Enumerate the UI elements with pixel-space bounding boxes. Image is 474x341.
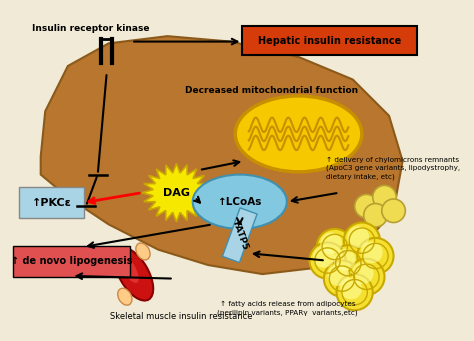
Circle shape (361, 241, 383, 263)
Text: ↑ fatty acids release from adipocytes
(perilipin variants, PPARγ  variants,etc): ↑ fatty acids release from adipocytes (p… (218, 301, 358, 316)
Circle shape (352, 262, 374, 284)
Text: Hepatic insulin resistance: Hepatic insulin resistance (258, 36, 401, 46)
Circle shape (313, 246, 335, 268)
Circle shape (340, 278, 362, 299)
Text: ↑ delivery of chylomicrons remnants
(ApoC3 gene variants, lipodystrophy,
dietary: ↑ delivery of chylomicrons remnants (Apo… (326, 157, 460, 180)
Circle shape (347, 226, 369, 248)
Ellipse shape (136, 243, 150, 260)
Polygon shape (41, 36, 402, 274)
Circle shape (373, 186, 396, 209)
Text: Skeletal muscle insulin resistance: Skeletal muscle insulin resistance (109, 312, 252, 321)
Circle shape (324, 261, 360, 297)
Ellipse shape (118, 253, 139, 283)
Circle shape (337, 274, 373, 310)
Circle shape (355, 194, 378, 218)
Text: FATP5: FATP5 (230, 219, 249, 251)
FancyBboxPatch shape (242, 26, 417, 55)
Circle shape (328, 264, 349, 286)
Circle shape (357, 238, 393, 274)
Ellipse shape (115, 248, 153, 300)
Ellipse shape (118, 288, 132, 305)
Circle shape (310, 242, 346, 279)
Circle shape (364, 204, 387, 227)
Circle shape (344, 223, 380, 259)
Circle shape (320, 233, 342, 254)
Circle shape (317, 229, 353, 265)
Text: Insulin receptor kinase: Insulin receptor kinase (32, 25, 149, 33)
Circle shape (330, 245, 366, 281)
Ellipse shape (235, 96, 362, 172)
Ellipse shape (193, 175, 287, 229)
Text: ↑LCoAs: ↑LCoAs (218, 197, 262, 207)
Polygon shape (142, 163, 211, 222)
Text: Decreased mitochondrial function: Decreased mitochondrial function (185, 86, 358, 95)
FancyBboxPatch shape (222, 208, 257, 263)
Circle shape (348, 259, 384, 295)
Text: DAG: DAG (163, 188, 190, 198)
FancyBboxPatch shape (19, 187, 84, 218)
Text: ↑PKCε: ↑PKCε (32, 198, 72, 208)
Text: ↑ de novo lipogenesis: ↑ de novo lipogenesis (11, 256, 132, 266)
FancyBboxPatch shape (13, 246, 130, 277)
Circle shape (382, 199, 405, 223)
Circle shape (334, 249, 356, 270)
